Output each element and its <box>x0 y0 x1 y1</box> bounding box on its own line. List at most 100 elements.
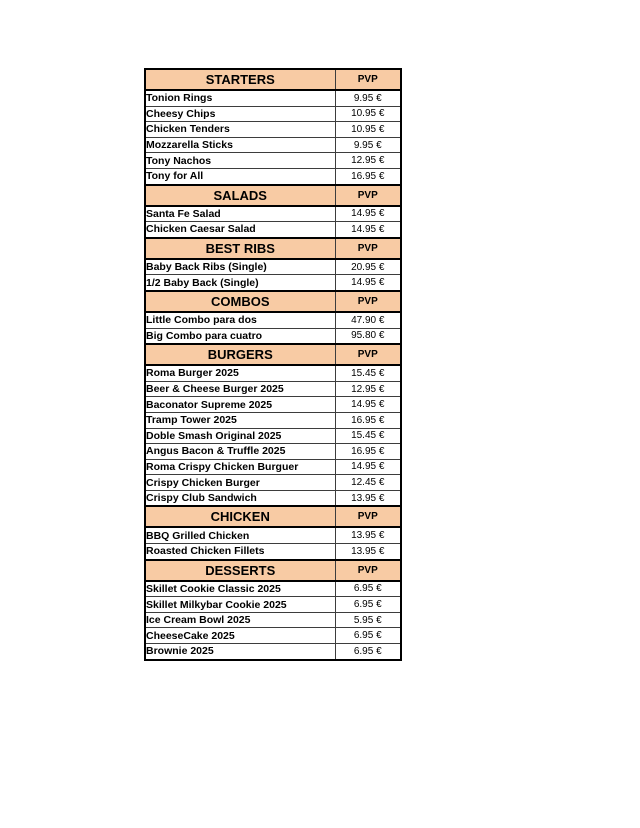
item-name-cell: Tony Nachos <box>144 152 336 169</box>
pvp-header-cell: PVP <box>334 68 402 91</box>
section-header-row: COMBOS PVP <box>144 289 402 313</box>
menu-item-row: Skillet Milkybar Cookie 2025 6.95 € <box>144 596 402 613</box>
pvp-header-cell: PVP <box>334 236 402 260</box>
item-price-cell: 9.95 € <box>334 89 402 107</box>
menu-item-row: Mozzarella Sticks 9.95 € <box>144 136 402 154</box>
pvp-header-cell: PVP <box>334 343 402 367</box>
item-price-cell: 6.95 € <box>334 580 402 598</box>
section-title-cell: BEST RIBS <box>144 236 336 260</box>
section-header-row: DESSERTS PVP <box>144 558 402 582</box>
item-price-cell: 15.45 € <box>334 427 402 445</box>
item-price-cell: 95.80 € <box>334 327 402 345</box>
pvp-header-cell: PVP <box>334 289 402 313</box>
menu-item-row: Little Combo para dos 47.90 € <box>144 311 402 329</box>
item-name-cell: Crispy Club Sandwich <box>144 489 336 507</box>
menu-item-row: Roma Burger 2025 15.45 € <box>144 364 402 382</box>
pvp-header-cell: PVP <box>334 183 402 207</box>
item-price-cell: 5.95 € <box>334 611 402 629</box>
menu-item-row: Tony for All 16.95 € <box>144 167 402 186</box>
menu-item-row: Crispy Chicken Burger 12.45 € <box>144 474 402 491</box>
section-header-row: STARTERS PVP <box>144 68 402 91</box>
section-header-row: CHICKEN PVP <box>144 505 402 529</box>
menu-item-row: Skillet Cookie Classic 2025 6.95 € <box>144 580 402 598</box>
item-name-cell: Doble Smash Original 2025 <box>144 427 336 445</box>
item-price-cell: 13.95 € <box>334 543 402 561</box>
menu-item-row: Tony Nachos 12.95 € <box>144 152 402 169</box>
menu-item-row: CheeseCake 2025 6.95 € <box>144 627 402 645</box>
item-name-cell: Baconator Supreme 2025 <box>144 396 336 413</box>
menu-price-table: STARTERS PVP Tonion Rings 9.95 € Cheesy Chip… <box>144 68 402 661</box>
item-name-cell: Crispy Chicken Burger <box>144 474 336 491</box>
item-name-cell: BBQ Grilled Chicken <box>144 526 336 545</box>
item-name-cell: Santa Fe Salad <box>144 205 336 223</box>
item-name-cell: Skillet Milkybar Cookie 2025 <box>144 596 336 613</box>
item-price-cell: 14.95 € <box>334 396 402 413</box>
menu-table-body: STARTERS PVP Tonion Rings 9.95 € Cheesy Chip… <box>144 68 402 661</box>
menu-item-row: Brownie 2025 6.95 € <box>144 643 402 661</box>
item-name-cell: Angus Bacon & Truffle 2025 <box>144 443 336 460</box>
section-title-cell: DESSERTS <box>144 558 336 582</box>
item-price-cell: 12.45 € <box>334 474 402 491</box>
section-title-cell: STARTERS <box>144 68 336 91</box>
menu-item-row: Baconator Supreme 2025 14.95 € <box>144 396 402 413</box>
item-price-cell: 12.95 € <box>334 380 402 398</box>
item-name-cell: 1/2 Baby Back (Single) <box>144 274 336 292</box>
menu-item-row: Chicken Caesar Salad 14.95 € <box>144 221 402 239</box>
item-name-cell: Little Combo para dos <box>144 311 336 329</box>
item-price-cell: 13.95 € <box>334 489 402 507</box>
item-price-cell: 6.95 € <box>334 627 402 645</box>
pvp-header-cell: PVP <box>334 505 402 529</box>
item-price-cell: 6.95 € <box>334 596 402 613</box>
pvp-header-cell: PVP <box>334 558 402 582</box>
menu-item-row: Tramp Tower 2025 16.95 € <box>144 411 402 429</box>
section-header-row: BURGERS PVP <box>144 343 402 367</box>
section-title-cell: BURGERS <box>144 343 336 367</box>
item-price-cell: 10.95 € <box>334 105 402 123</box>
item-price-cell: 12.95 € <box>334 152 402 169</box>
item-price-cell: 14.95 € <box>334 205 402 223</box>
item-name-cell: Ice Cream Bowl 2025 <box>144 611 336 629</box>
item-name-cell: Tonion Rings <box>144 89 336 107</box>
item-name-cell: Tramp Tower 2025 <box>144 411 336 429</box>
menu-item-row: Ice Cream Bowl 2025 5.95 € <box>144 611 402 629</box>
menu-item-row: Cheesy Chips 10.95 € <box>144 105 402 123</box>
item-price-cell: 14.95 € <box>334 221 402 239</box>
menu-item-row: Santa Fe Salad 14.95 € <box>144 205 402 223</box>
section-header-row: SALADS PVP <box>144 183 402 207</box>
item-price-cell: 15.45 € <box>334 364 402 382</box>
item-price-cell: 10.95 € <box>334 121 402 138</box>
menu-item-row: Big Combo para cuatro 95.80 € <box>144 327 402 345</box>
item-name-cell: Baby Back Ribs (Single) <box>144 258 336 276</box>
menu-item-row: Chicken Tenders 10.95 € <box>144 121 402 138</box>
menu-item-row: Crispy Club Sandwich 13.95 € <box>144 489 402 507</box>
item-price-cell: 13.95 € <box>334 526 402 545</box>
item-name-cell: Mozzarella Sticks <box>144 136 336 154</box>
item-name-cell: Skillet Cookie Classic 2025 <box>144 580 336 598</box>
menu-item-row: Roasted Chicken Fillets 13.95 € <box>144 543 402 561</box>
menu-item-row: BBQ Grilled Chicken 13.95 € <box>144 526 402 545</box>
item-name-cell: Roma Burger 2025 <box>144 364 336 382</box>
item-price-cell: 16.95 € <box>334 167 402 186</box>
item-price-cell: 14.95 € <box>334 274 402 292</box>
section-header-row: BEST RIBS PVP <box>144 236 402 260</box>
menu-item-row: Beer & Cheese Burger 2025 12.95 € <box>144 380 402 398</box>
item-name-cell: Big Combo para cuatro <box>144 327 336 345</box>
menu-item-row: 1/2 Baby Back (Single) 14.95 € <box>144 274 402 292</box>
menu-item-row: Roma Crispy Chicken Burguer 14.95 € <box>144 458 402 476</box>
item-name-cell: Beer & Cheese Burger 2025 <box>144 380 336 398</box>
menu-item-row: Doble Smash Original 2025 15.45 € <box>144 427 402 445</box>
item-name-cell: Tony for All <box>144 167 336 186</box>
item-price-cell: 14.95 € <box>334 458 402 476</box>
menu-item-row: Tonion Rings 9.95 € <box>144 89 402 107</box>
item-price-cell: 16.95 € <box>334 411 402 429</box>
item-name-cell: Cheesy Chips <box>144 105 336 123</box>
item-name-cell: Chicken Caesar Salad <box>144 221 336 239</box>
section-title-cell: SALADS <box>144 183 336 207</box>
item-price-cell: 16.95 € <box>334 443 402 460</box>
item-price-cell: 20.95 € <box>334 258 402 276</box>
menu-item-row: Baby Back Ribs (Single) 20.95 € <box>144 258 402 276</box>
item-name-cell: Roasted Chicken Fillets <box>144 543 336 561</box>
item-price-cell: 6.95 € <box>334 643 402 661</box>
section-title-cell: COMBOS <box>144 289 336 313</box>
